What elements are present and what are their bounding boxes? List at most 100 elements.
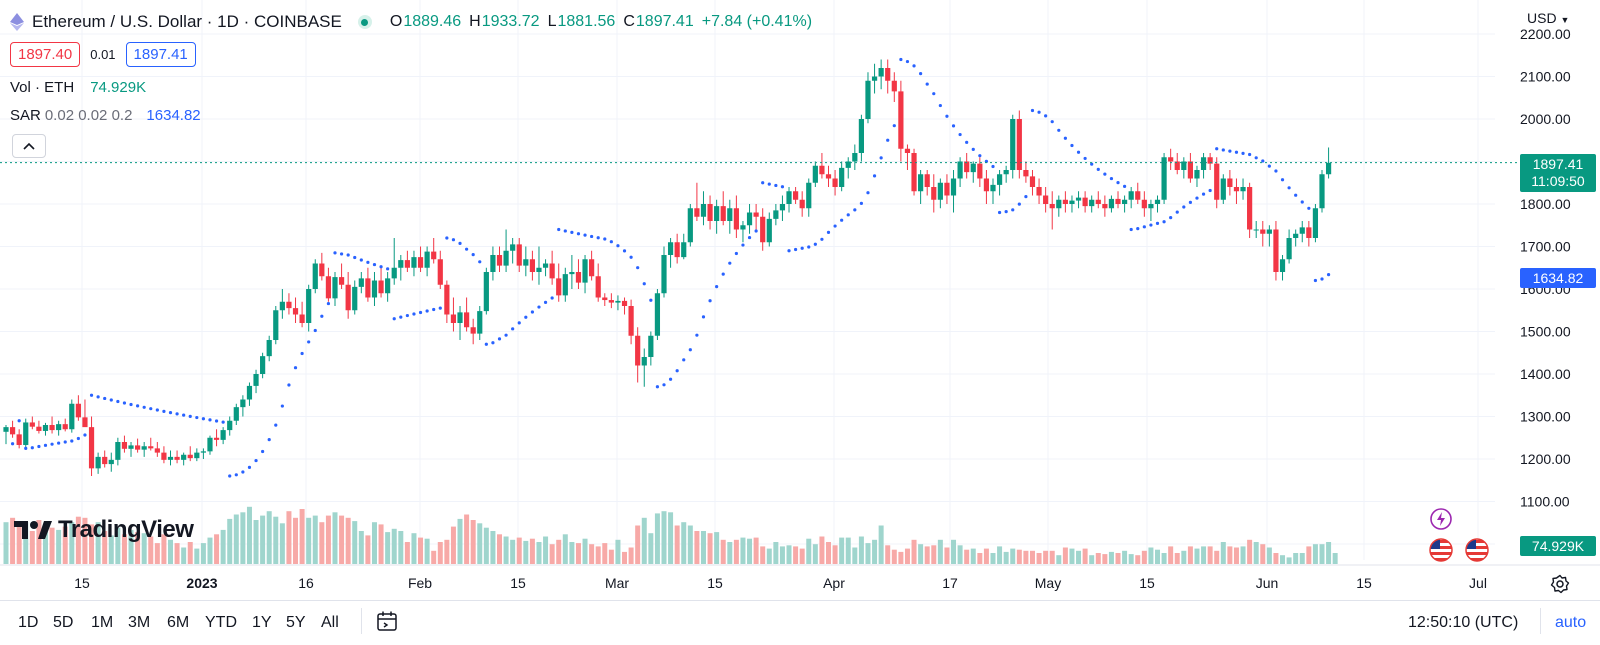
- candle-body: [115, 442, 121, 460]
- volume-bar: [102, 531, 108, 564]
- us-flag-icon[interactable]: [1465, 538, 1489, 562]
- candle-body: [628, 306, 634, 336]
- sar-dot: [313, 328, 317, 333]
- volume-bar: [1220, 542, 1226, 564]
- sar-dot: [978, 154, 982, 158]
- volume-bar: [200, 543, 206, 564]
- range-button-6m[interactable]: 6M: [167, 614, 190, 631]
- candle-body: [681, 242, 687, 258]
- sar-dot: [576, 232, 581, 236]
- candle-body: [562, 274, 568, 296]
- sar-dot: [405, 313, 409, 318]
- volume-indicator-value: 74.929K: [90, 79, 147, 96]
- sar-dot: [813, 242, 817, 246]
- lightning-icon[interactable]: [1430, 508, 1452, 530]
- sar-dot: [1287, 186, 1291, 190]
- tradingview-logo[interactable]: TradingView: [14, 516, 194, 544]
- volume-bar: [207, 537, 213, 564]
- volume-bar: [1273, 553, 1279, 564]
- volume-bar: [319, 522, 325, 564]
- volume-bar: [1280, 555, 1286, 564]
- go-to-date-calendar-icon[interactable]: [376, 610, 398, 632]
- price-tick-label: 1500.00: [1520, 324, 1571, 340]
- time-tick-label: 15: [1356, 575, 1372, 591]
- candle-body: [1253, 229, 1259, 231]
- sar-dot: [326, 301, 331, 306]
- sar-dot: [800, 246, 804, 250]
- candle-body: [569, 272, 575, 275]
- volume-bar: [1240, 546, 1246, 564]
- candle-body: [898, 91, 904, 149]
- candle-body: [1023, 170, 1029, 177]
- sar-dot: [103, 396, 107, 401]
- candle-body: [1122, 199, 1128, 204]
- candle-body: [1148, 204, 1154, 209]
- candle-body: [3, 427, 9, 432]
- candle-body: [161, 452, 167, 460]
- sar-dot: [1149, 223, 1153, 227]
- candle-body: [1200, 157, 1207, 170]
- sar-dot: [728, 261, 732, 265]
- settings-gear-icon[interactable]: [1550, 574, 1570, 594]
- sar-legend[interactable]: SAR 0.02 0.02 0.2 1634.82: [10, 107, 201, 124]
- sar-dot: [17, 419, 21, 423]
- candle-body: [1220, 178, 1226, 200]
- buy-button[interactable]: 1897.41: [125, 42, 196, 67]
- auto-scale-button[interactable]: auto: [1555, 614, 1587, 631]
- candle-body: [431, 251, 437, 260]
- candle-body: [49, 425, 55, 431]
- sar-dot: [734, 251, 738, 256]
- candle-body: [398, 260, 404, 268]
- sar-dot: [853, 208, 857, 212]
- range-button-5d[interactable]: 5D: [53, 614, 74, 631]
- sar-dot: [89, 393, 94, 397]
- candle-body: [385, 278, 391, 294]
- range-button-1y[interactable]: 1Y: [252, 614, 272, 631]
- utc-clock[interactable]: 12:50:10 (UTC): [1408, 614, 1519, 631]
- range-button-all[interactable]: All: [321, 614, 339, 631]
- candle-body: [174, 456, 180, 460]
- sar-dots: [10, 57, 1331, 478]
- us-flag-icon[interactable]: [1429, 538, 1453, 562]
- candle-body: [825, 174, 832, 179]
- sar-dot: [366, 260, 370, 264]
- sar-dot: [50, 442, 54, 446]
- volume-bar: [214, 534, 220, 564]
- market-status-icon[interactable]: [357, 15, 372, 29]
- volume-legend[interactable]: Vol · ETH 74.929K: [10, 79, 146, 96]
- volume-bar: [575, 543, 581, 564]
- candle-body: [62, 424, 68, 430]
- price-chart[interactable]: 2200.002100.002000.001900.001800.001700.…: [0, 0, 1600, 600]
- candle-body: [694, 208, 700, 217]
- candle-body: [82, 417, 88, 428]
- toolbar-divider: [1540, 608, 1541, 634]
- volume-bar: [1049, 550, 1055, 564]
- candle-body: [661, 255, 667, 294]
- candle-body: [1115, 198, 1121, 204]
- collapse-legend-button[interactable]: [12, 134, 46, 158]
- candle-body: [1168, 157, 1174, 162]
- candle-body: [542, 263, 549, 268]
- sar-dot: [43, 443, 48, 447]
- volume-bar: [56, 529, 62, 564]
- range-button-5y[interactable]: 5Y: [286, 614, 306, 631]
- sar-dot: [1175, 210, 1179, 214]
- range-button-1m[interactable]: 1M: [91, 614, 114, 631]
- volume-bar: [233, 514, 239, 564]
- sell-button[interactable]: 1897.40: [10, 42, 81, 67]
- candle-body: [1273, 229, 1279, 272]
- volume-bar: [1332, 553, 1338, 564]
- range-button-ytd[interactable]: YTD: [205, 614, 237, 631]
- time-tick-label: Jun: [1256, 575, 1279, 591]
- sar-dot: [201, 417, 205, 421]
- currency-selector[interactable]: USD ▼: [1527, 10, 1569, 26]
- volume-bar: [1108, 551, 1114, 564]
- candle-body: [391, 267, 397, 279]
- range-button-3m[interactable]: 3M: [128, 614, 151, 631]
- range-button-1d[interactable]: 1D: [18, 614, 39, 631]
- candle-body: [970, 163, 976, 173]
- trade-buttons: 1897.40 0.01 1897.41: [10, 42, 196, 67]
- symbol-title[interactable]: Ethereum / U.S. Dollar · 1D · COINBASE: [32, 12, 342, 31]
- volume-bar: [845, 537, 851, 564]
- candle-body: [760, 216, 766, 243]
